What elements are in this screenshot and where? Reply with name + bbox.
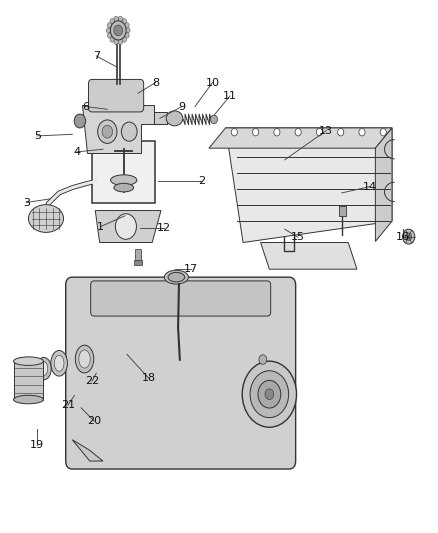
Ellipse shape [28,205,64,232]
Text: 4: 4 [73,147,80,157]
FancyBboxPatch shape [66,277,296,469]
Text: 14: 14 [363,182,377,191]
Circle shape [338,128,344,136]
Polygon shape [82,105,154,153]
Circle shape [107,33,112,38]
Circle shape [114,39,118,44]
Ellipse shape [40,362,48,376]
Polygon shape [209,128,392,148]
Circle shape [250,371,289,418]
Circle shape [121,122,137,141]
Text: 12: 12 [157,223,171,233]
Circle shape [102,125,113,138]
Text: 17: 17 [184,264,198,274]
Circle shape [110,37,114,42]
Circle shape [403,229,415,244]
Text: 13: 13 [319,126,333,135]
Ellipse shape [54,356,64,372]
Text: 5: 5 [34,131,41,141]
Ellipse shape [75,345,94,373]
Ellipse shape [79,350,90,368]
Ellipse shape [36,358,51,380]
Ellipse shape [166,111,183,126]
Text: 11: 11 [223,91,237,101]
Circle shape [122,19,127,24]
Circle shape [114,17,118,22]
Circle shape [380,128,386,136]
Bar [154,112,166,124]
Circle shape [211,115,217,124]
Polygon shape [72,440,103,461]
Text: 3: 3 [23,198,30,207]
Circle shape [259,355,267,365]
FancyBboxPatch shape [88,79,144,112]
Text: 19: 19 [30,440,44,450]
Polygon shape [95,211,161,243]
Circle shape [114,25,123,36]
Circle shape [122,37,127,42]
Ellipse shape [14,357,43,366]
Circle shape [258,381,281,408]
Text: 7: 7 [93,51,100,61]
Text: 20: 20 [87,416,101,426]
Circle shape [126,28,130,33]
Circle shape [295,128,301,136]
Circle shape [110,21,126,40]
Circle shape [253,128,259,136]
Circle shape [242,361,297,427]
Polygon shape [261,243,357,269]
Polygon shape [375,128,392,241]
Text: 15: 15 [291,232,305,242]
Ellipse shape [164,270,188,284]
Bar [134,260,142,265]
Circle shape [265,389,274,400]
Text: 2: 2 [198,176,205,186]
Bar [92,141,155,203]
Ellipse shape [51,351,67,376]
Circle shape [118,17,123,22]
Circle shape [274,128,280,136]
Bar [339,206,346,216]
Text: 10: 10 [205,78,219,87]
Ellipse shape [14,395,43,404]
Circle shape [107,22,112,28]
Ellipse shape [114,183,134,192]
Text: 22: 22 [85,376,99,386]
Circle shape [118,39,123,44]
Circle shape [110,19,114,24]
Text: 16: 16 [396,232,410,242]
Text: 21: 21 [61,400,75,410]
Ellipse shape [110,175,137,185]
Text: 8: 8 [152,78,159,87]
Text: 9: 9 [178,102,185,111]
Circle shape [231,128,237,136]
Bar [14,361,43,400]
Circle shape [316,128,322,136]
Ellipse shape [168,272,185,282]
Text: 1: 1 [97,222,104,231]
Polygon shape [226,128,392,243]
Circle shape [125,22,129,28]
Circle shape [98,120,117,143]
Text: 6: 6 [82,102,89,111]
Circle shape [106,28,111,33]
Bar [135,249,141,261]
Circle shape [125,33,129,38]
FancyBboxPatch shape [91,281,271,316]
Circle shape [406,233,412,240]
Circle shape [74,114,86,128]
Circle shape [115,214,137,239]
Circle shape [359,128,365,136]
Text: 18: 18 [142,374,156,383]
